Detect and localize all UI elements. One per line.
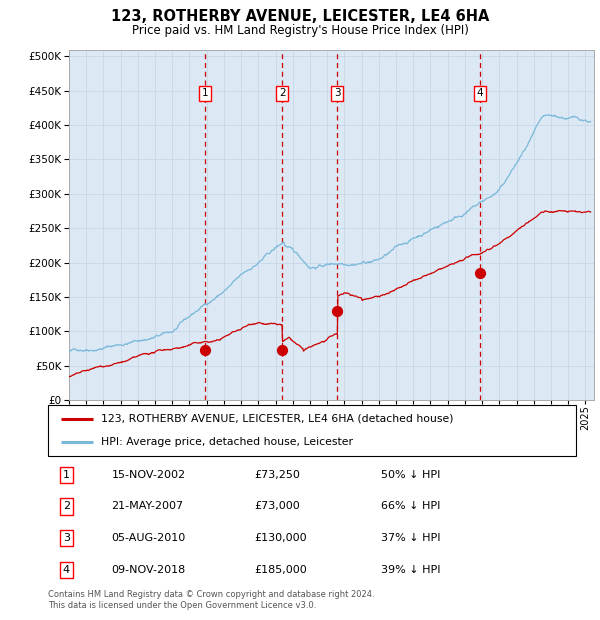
Text: £130,000: £130,000 — [254, 533, 307, 543]
Text: 123, ROTHERBY AVENUE, LEICESTER, LE4 6HA: 123, ROTHERBY AVENUE, LEICESTER, LE4 6HA — [111, 9, 489, 24]
Text: 50% ↓ HPI: 50% ↓ HPI — [380, 470, 440, 480]
Text: 66% ↓ HPI: 66% ↓ HPI — [380, 502, 440, 512]
Text: £185,000: £185,000 — [254, 565, 307, 575]
Text: £73,000: £73,000 — [254, 502, 299, 512]
Text: HPI: Average price, detached house, Leicester: HPI: Average price, detached house, Leic… — [101, 437, 353, 447]
Text: 123, ROTHERBY AVENUE, LEICESTER, LE4 6HA (detached house): 123, ROTHERBY AVENUE, LEICESTER, LE4 6HA… — [101, 414, 454, 423]
Text: 09-NOV-2018: 09-NOV-2018 — [112, 565, 185, 575]
Text: 15-NOV-2002: 15-NOV-2002 — [112, 470, 185, 480]
Text: £73,250: £73,250 — [254, 470, 300, 480]
FancyBboxPatch shape — [48, 405, 576, 456]
Text: 4: 4 — [476, 89, 483, 99]
Text: 1: 1 — [202, 89, 208, 99]
Text: 21-MAY-2007: 21-MAY-2007 — [112, 502, 184, 512]
Text: 39% ↓ HPI: 39% ↓ HPI — [380, 565, 440, 575]
Point — [475, 268, 485, 278]
Text: 2: 2 — [63, 502, 70, 512]
Text: 05-AUG-2010: 05-AUG-2010 — [112, 533, 185, 543]
Text: 3: 3 — [63, 533, 70, 543]
Text: 37% ↓ HPI: 37% ↓ HPI — [380, 533, 440, 543]
Point — [277, 345, 287, 355]
Text: Contains HM Land Registry data © Crown copyright and database right 2024.
This d: Contains HM Land Registry data © Crown c… — [48, 590, 374, 609]
Text: 1: 1 — [63, 470, 70, 480]
Text: Price paid vs. HM Land Registry's House Price Index (HPI): Price paid vs. HM Land Registry's House … — [131, 24, 469, 37]
Text: 2: 2 — [279, 89, 286, 99]
Point — [332, 306, 342, 316]
Point — [200, 345, 209, 355]
Text: 4: 4 — [63, 565, 70, 575]
Text: 3: 3 — [334, 89, 341, 99]
